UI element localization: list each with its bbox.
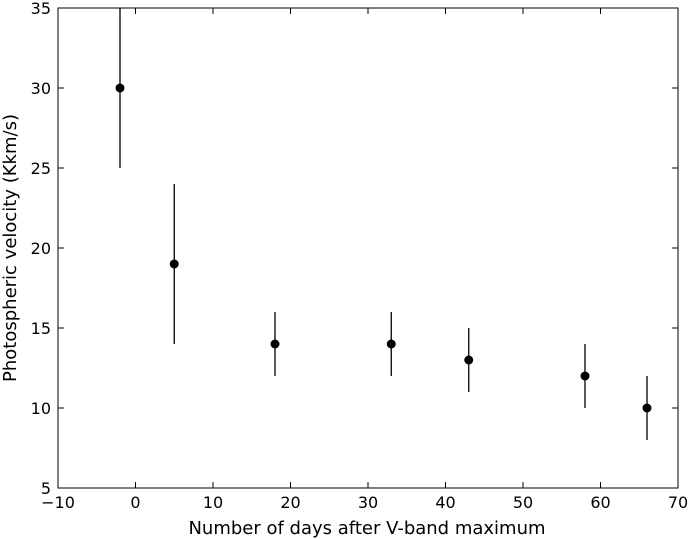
data-point <box>270 339 280 349</box>
data-point <box>580 371 590 381</box>
x-tick-label: 50 <box>513 493 533 512</box>
x-axis-ticks: −10 0 10 20 30 40 50 60 70 <box>41 8 688 512</box>
plot-background <box>58 8 678 488</box>
y-axis-ticks: 5 10 15 20 25 30 35 <box>31 0 678 498</box>
y-tick-label: 5 <box>41 479 51 498</box>
data-point <box>464 355 474 365</box>
x-tick-label: −10 <box>41 493 75 512</box>
data-points <box>115 83 652 413</box>
data-point <box>169 259 179 269</box>
x-tick-label: 10 <box>203 493 223 512</box>
data-point <box>386 339 396 349</box>
data-point <box>115 83 125 93</box>
x-tick-label: 20 <box>280 493 300 512</box>
y-axis-label: Photospheric velocity (Kkm/s) <box>0 114 21 382</box>
y-tick-label: 25 <box>31 159 51 178</box>
x-axis-label: Number of days after V-band maximum <box>188 518 545 539</box>
x-tick-label: 70 <box>668 493 688 512</box>
y-tick-label: 35 <box>31 0 51 18</box>
x-tick-label: 30 <box>358 493 378 512</box>
x-tick-label: 40 <box>435 493 455 512</box>
y-tick-label: 15 <box>31 319 51 338</box>
x-tick-label: 0 <box>130 493 140 512</box>
y-tick-label: 10 <box>31 399 51 418</box>
data-point <box>642 403 652 413</box>
y-tick-label: 30 <box>31 79 51 98</box>
y-tick-label: 20 <box>31 239 51 258</box>
x-tick-label: 60 <box>590 493 610 512</box>
